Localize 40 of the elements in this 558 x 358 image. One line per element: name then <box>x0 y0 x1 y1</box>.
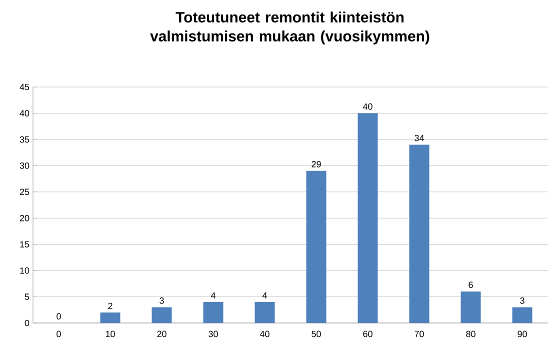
y-tick-label: 45 <box>20 84 30 90</box>
data-label: 40 <box>362 103 372 110</box>
bar <box>460 292 481 323</box>
bar <box>152 307 172 323</box>
data-label: 4 <box>210 292 216 298</box>
data-label: 4 <box>262 292 267 298</box>
x-tick-label: 0 <box>56 330 61 338</box>
y-tick-label: 40 <box>20 110 30 116</box>
x-tick-label: 70 <box>414 330 424 338</box>
bar <box>306 170 326 323</box>
x-tick-label: 20 <box>157 330 166 338</box>
data-label: 29 <box>312 161 321 168</box>
y-tick-label: 10 <box>20 267 30 274</box>
y-tick-label: 30 <box>20 162 30 169</box>
x-tick-label: 40 <box>260 330 270 338</box>
bar <box>358 113 378 323</box>
data-label: 34 <box>414 134 424 142</box>
data-label: 3 <box>520 297 524 304</box>
y-tick-label: 15 <box>20 241 30 248</box>
bar <box>203 302 224 323</box>
data-label: 6 <box>468 282 473 288</box>
bar <box>100 312 120 323</box>
y-tick-label: 35 <box>20 136 30 143</box>
y-tick-label: 20 <box>20 214 30 222</box>
y-tick-label: 0 <box>24 320 30 326</box>
data-label: 3 <box>160 297 164 304</box>
data-label: 0 <box>56 313 61 320</box>
x-tick-label: 30 <box>208 330 218 338</box>
bar <box>512 307 532 323</box>
y-tick-label: 25 <box>20 188 30 196</box>
x-tick-label: 60 <box>363 330 372 338</box>
chart-title: Toteutuneet remontit kiinteistön valmistumisen mukaan (vuosikymmen) <box>150 12 430 44</box>
x-tick-label: 80 <box>466 330 476 338</box>
y-tick-label: 5 <box>24 294 30 300</box>
data-label: 2 <box>108 302 112 309</box>
x-tick-label: 90 <box>518 330 527 338</box>
bar <box>409 144 430 323</box>
x-tick-label: 10 <box>106 330 115 338</box>
x-tick-label: 50 <box>312 330 321 338</box>
bar <box>254 302 275 323</box>
